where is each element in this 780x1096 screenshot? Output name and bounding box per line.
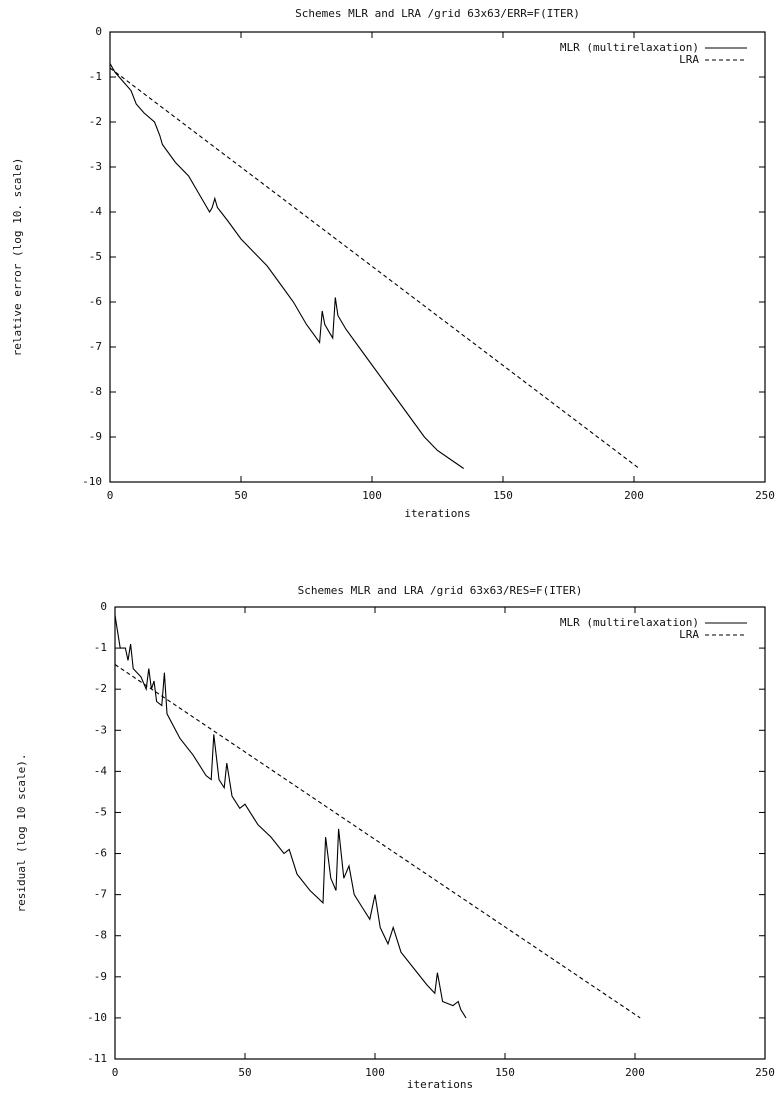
y-tick-label: 0 (100, 600, 107, 613)
y-tick-label: -7 (94, 888, 107, 901)
y-axis-label: residual (log 10 scale). (15, 754, 28, 913)
y-tick-label: -10 (87, 1011, 107, 1024)
x-tick-label: 200 (625, 1066, 645, 1079)
x-tick-label: 150 (495, 1066, 515, 1079)
x-tick-label: 0 (107, 489, 114, 502)
y-tick-label: -6 (94, 847, 107, 860)
y-tick-label: -9 (94, 970, 107, 983)
x-tick-label: 100 (362, 489, 382, 502)
x-tick-label: 0 (112, 1066, 119, 1079)
x-tick-label: 250 (755, 1066, 775, 1079)
legend-label: LRA (679, 628, 699, 641)
y-tick-label: -8 (89, 385, 102, 398)
y-tick-label: -7 (89, 340, 102, 353)
y-tick-label: -8 (94, 929, 107, 942)
x-axis-label: iterations (404, 507, 470, 520)
y-axis-label: relative error (log 10. scale) (11, 158, 24, 357)
y-tick-label: -1 (94, 641, 107, 654)
series-line (114, 615, 467, 1019)
series-line (109, 67, 640, 469)
y-tick-label: -4 (89, 205, 103, 218)
x-tick-label: 50 (238, 1066, 251, 1079)
y-tick-label: -6 (89, 295, 102, 308)
legend-label: MLR (multirelaxation) (560, 41, 699, 54)
series-line (109, 63, 465, 469)
x-axis-label: iterations (407, 1078, 473, 1091)
y-tick-label: -2 (94, 682, 107, 695)
y-tick-label: -2 (89, 115, 102, 128)
x-tick-label: 250 (755, 489, 775, 502)
y-tick-label: -11 (87, 1052, 107, 1065)
y-tick-label: -10 (82, 475, 102, 488)
y-tick-label: 0 (95, 25, 102, 38)
y-tick-label: -3 (94, 723, 107, 736)
y-tick-label: -5 (89, 250, 102, 263)
chart-title: Schemes MLR and LRA /grid 63x63/RES=F(IT… (298, 584, 583, 597)
x-tick-label: 150 (493, 489, 513, 502)
y-tick-label: -9 (89, 430, 102, 443)
x-tick-label: 100 (365, 1066, 385, 1079)
legend-label: LRA (679, 53, 699, 66)
y-tick-label: -5 (94, 805, 107, 818)
x-tick-label: 200 (624, 489, 644, 502)
x-tick-label: 50 (234, 489, 247, 502)
y-tick-label: -3 (89, 160, 102, 173)
plot-frame (114, 606, 766, 1060)
legend-label: MLR (multirelaxation) (560, 616, 699, 629)
y-tick-label: -1 (89, 70, 102, 83)
chart-title: Schemes MLR and LRA /grid 63x63/ERR=F(IT… (295, 7, 580, 20)
series-line (114, 664, 641, 1019)
y-tick-label: -4 (94, 764, 108, 777)
plot-frame (109, 31, 766, 483)
